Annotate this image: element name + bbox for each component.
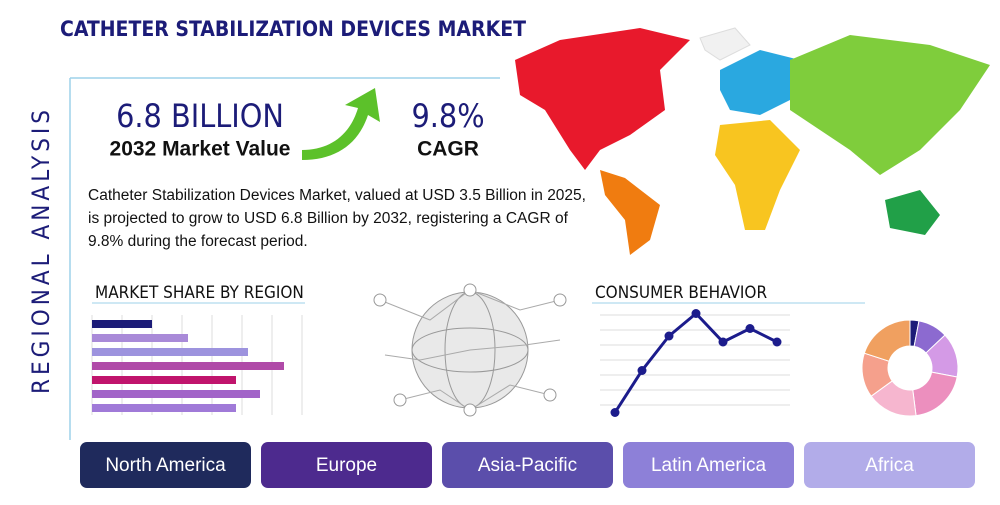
bar xyxy=(92,362,284,370)
region-button[interactable] xyxy=(261,442,432,488)
point xyxy=(664,331,674,341)
region-button[interactable] xyxy=(80,442,251,488)
bar xyxy=(92,320,152,328)
point xyxy=(637,366,647,375)
stat-value: 6.8 BILLION xyxy=(116,97,284,135)
stat-value: 9.8% xyxy=(411,97,484,135)
bar xyxy=(92,376,236,384)
region-label[interactable]: Latin America xyxy=(651,455,767,476)
point xyxy=(745,324,755,333)
point xyxy=(718,337,728,347)
bar xyxy=(92,348,248,356)
region-button[interactable] xyxy=(804,442,975,488)
region-button[interactable] xyxy=(442,442,613,488)
section-title: CONSUMER BEHAVIOR xyxy=(595,283,767,303)
donut-segment xyxy=(863,319,911,362)
frame xyxy=(69,77,500,440)
donut-segment xyxy=(912,371,958,417)
bar xyxy=(92,404,236,412)
region-label[interactable]: Africa xyxy=(865,455,914,476)
description: Catheter Stabilization Devices Market, v… xyxy=(88,187,586,250)
point xyxy=(691,309,701,318)
description-box: Catheter Stabilization Devices Market, v… xyxy=(88,187,586,250)
section-title: MARKET SHARE BY REGION xyxy=(95,283,304,303)
stat-label: 2032 Market Value xyxy=(110,138,291,161)
point xyxy=(772,337,782,347)
bar xyxy=(92,390,260,398)
point xyxy=(610,408,620,417)
stat-label: CAGR xyxy=(417,138,479,161)
page-title: CATHETER STABILIZATION DEVICES MARKET xyxy=(60,17,526,41)
globe xyxy=(373,283,567,417)
region-label[interactable]: Asia-Pacific xyxy=(478,455,577,476)
side-label: REGIONAL ANALYSIS xyxy=(27,106,55,394)
region-label[interactable]: North America xyxy=(105,455,226,476)
region-label[interactable]: Europe xyxy=(316,455,377,476)
bar xyxy=(92,334,188,342)
world-map xyxy=(515,27,990,255)
growth-arrow xyxy=(302,88,380,160)
region-button[interactable] xyxy=(623,442,794,488)
